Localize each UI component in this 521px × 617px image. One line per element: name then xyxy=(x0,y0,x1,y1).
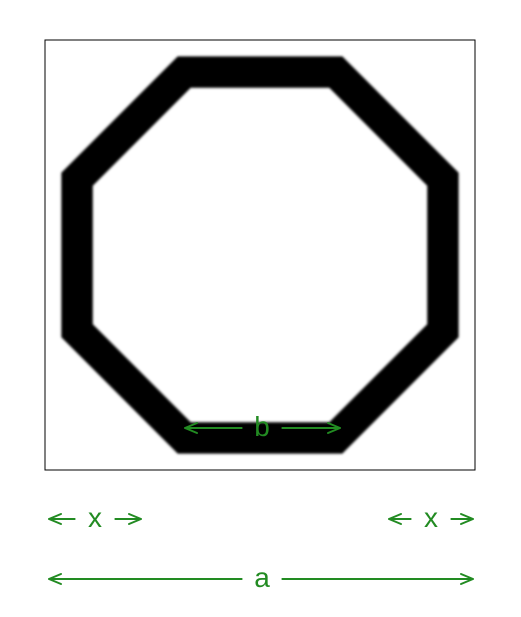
octagon-path xyxy=(61,56,458,453)
bounding-box xyxy=(45,40,475,470)
octagon-shape xyxy=(61,56,458,453)
dim-a-label: a xyxy=(254,562,270,593)
dim-x-right-label: x xyxy=(424,502,438,533)
dim-b-label: b xyxy=(254,411,270,442)
dim-x-right: x xyxy=(389,502,473,533)
dim-x-left: x xyxy=(49,502,141,533)
diagram-container: b x x a xyxy=(0,0,521,617)
diagram-svg: b x x a xyxy=(0,0,521,617)
dim-x-left-label: x xyxy=(88,502,102,533)
dim-a: a xyxy=(49,562,473,593)
dimension-annotations: b x x a xyxy=(49,411,473,593)
